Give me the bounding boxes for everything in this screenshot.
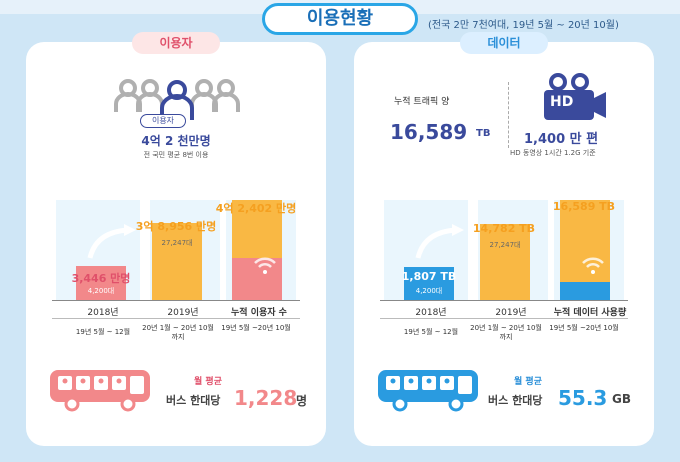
bar-users-2018 bbox=[76, 266, 126, 300]
traffic-unit: TB bbox=[476, 128, 491, 139]
bar-data-2019-sub: 27,247대 bbox=[489, 241, 521, 249]
bar-users-2019 bbox=[152, 223, 202, 300]
bar-users-2019-label: 2019년 bbox=[167, 308, 199, 318]
bar-users-2019-period: 20년 1월 ~ 20년 10월 까지 bbox=[142, 324, 214, 341]
bus-data-unit: GB bbox=[612, 392, 631, 406]
bar-data-2018-sub: 4,200대 bbox=[415, 287, 443, 295]
bar-users-total-value: 4억 2,402 만명 bbox=[215, 202, 297, 215]
users-axis-2 bbox=[52, 318, 300, 319]
bus-icon bbox=[50, 370, 150, 412]
wifi-icon bbox=[582, 257, 604, 274]
bus-users-unit: 명 bbox=[296, 394, 308, 408]
bus-month-label: 월 평균 bbox=[194, 377, 222, 387]
bar-users-2018-value: 3,446 만명 bbox=[71, 272, 131, 285]
bar-data-2018 bbox=[404, 267, 454, 300]
data-axis-2 bbox=[380, 318, 628, 319]
bar-users-2019-value: 3억 8,956 만명 bbox=[135, 220, 217, 233]
data-axis bbox=[380, 300, 628, 301]
growth-arrow-icon bbox=[415, 224, 464, 259]
bar-users-total-2018-part bbox=[232, 258, 282, 300]
users-axis bbox=[52, 300, 300, 301]
bar-data-2019-label: 2019년 bbox=[495, 308, 527, 318]
page-subtitle: (전국 2만 7천여대, 19년 5월 ~ 20년 10월) bbox=[428, 20, 619, 31]
bus-data-value: 55.3 bbox=[558, 386, 608, 410]
people-group-icon bbox=[114, 79, 240, 120]
user-badge: 이용자 bbox=[140, 114, 186, 128]
traffic-label: 누적 트래픽 양 bbox=[394, 97, 450, 107]
bar-data-total-period: 19년 5월 ~20년 10월 bbox=[549, 324, 619, 332]
divider bbox=[508, 82, 509, 148]
users-tag: 이용자 bbox=[132, 32, 220, 54]
bar-users-2018-period: 19년 5월 ~ 12월 bbox=[75, 328, 131, 336]
total-users: 4억 2 천만명 bbox=[141, 134, 211, 148]
bar-users-total-period: 19년 5월 ~20년 10월 bbox=[221, 324, 291, 332]
bus-per-label-data: 버스 한대당 bbox=[488, 394, 543, 407]
users-panel: 이용자 이용자 4억 2 천만명 전 국민 평균 8번 이용 3,446 만명 … bbox=[26, 32, 326, 446]
bar-data-2018-value: 1,807 TB bbox=[401, 270, 457, 283]
bar-users-2019-sub: 27,247대 bbox=[161, 239, 193, 247]
hd-value: 1,400 만 편 bbox=[524, 132, 599, 147]
hd-note: HD 동영상 1시간 1.2G 기준 bbox=[510, 149, 596, 157]
bar-data-total bbox=[560, 200, 610, 300]
bar-users-2018-label: 2018년 bbox=[87, 308, 119, 318]
video-camera-icon bbox=[544, 73, 606, 120]
page-title: 이용현황 bbox=[262, 3, 418, 35]
bar-users-total bbox=[232, 200, 282, 300]
traffic-value: 16,589 bbox=[390, 120, 468, 144]
hd-label: HD bbox=[550, 94, 574, 110]
bus-users-value: 1,228 bbox=[234, 386, 298, 410]
total-users-note: 전 국민 평균 8번 이용 bbox=[143, 151, 209, 159]
growth-arrow-icon bbox=[87, 224, 136, 259]
data-panel: 데이터 누적 트래픽 양 16,589 TB HD 1,400 만 편 HD 동… bbox=[354, 32, 654, 446]
bar-data-2018-period: 19년 5월 ~ 12월 bbox=[403, 328, 459, 336]
bar-data-2019-period: 20년 1월 ~ 20년 10월 까지 bbox=[470, 324, 542, 341]
data-tag: 데이터 bbox=[460, 32, 548, 54]
bar-users-total-label: 누적 이용자 수 bbox=[231, 308, 287, 318]
bar-data-2019-value: 14,782 TB bbox=[472, 222, 536, 235]
bar-data-total-2018-part bbox=[560, 282, 610, 300]
bar-data-total-value: 16,589 TB bbox=[552, 200, 616, 213]
bar-users-2018-sub: 4,200대 bbox=[87, 287, 115, 295]
bus-per-label: 버스 한대당 bbox=[166, 394, 221, 407]
wifi-icon bbox=[254, 257, 276, 274]
bar-data-2019 bbox=[480, 224, 530, 300]
bar-data-2018-label: 2018년 bbox=[415, 308, 447, 318]
bus-month-label-data: 월 평균 bbox=[514, 377, 542, 387]
bus-icon bbox=[378, 370, 478, 412]
bar-data-total-label: 누적 데이터 사용량 bbox=[553, 308, 627, 318]
